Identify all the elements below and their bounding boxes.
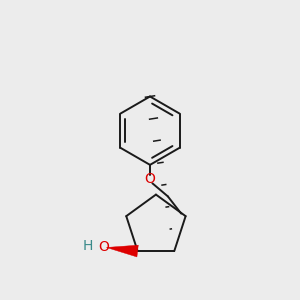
Text: O: O (145, 172, 155, 186)
Text: O: O (99, 240, 110, 254)
Polygon shape (106, 245, 138, 257)
Text: H: H (83, 239, 93, 253)
